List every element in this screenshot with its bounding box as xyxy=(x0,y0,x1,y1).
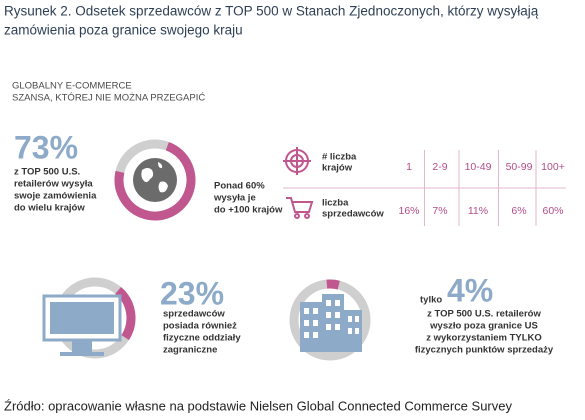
stat-text: zagraniczne xyxy=(163,345,217,356)
target-icon xyxy=(283,147,311,175)
stat-text: wyszło poza granice US xyxy=(429,321,538,332)
cell-value: 7% xyxy=(432,205,447,217)
cell-value: 6% xyxy=(511,205,526,217)
buildings-ring xyxy=(289,279,371,361)
column-label: 1 xyxy=(406,161,412,173)
stat-text: wysyła je xyxy=(213,193,256,204)
row-label: liczba xyxy=(322,198,349,209)
cell-value: 11% xyxy=(468,205,488,217)
stat-text: swoje zamówienia xyxy=(14,191,97,202)
row-label: # liczba xyxy=(322,152,357,163)
source: Źródło: opracowanie własne na podstawie … xyxy=(4,398,512,413)
stat-text: fizyczne oddziały xyxy=(163,333,241,344)
stat-text: fizycznych punktów sprzedaży xyxy=(415,345,554,356)
stat-text: Ponad 60% xyxy=(214,181,265,192)
cart-icon xyxy=(286,197,314,219)
stat-text: retailerów wysyła xyxy=(14,179,93,190)
cell-value: 16% xyxy=(398,205,419,217)
column-label: 100+ xyxy=(541,161,565,173)
title-line: zamówienia poza granice swojego kraju xyxy=(4,23,243,38)
title-line: Rysunek 2. Odsetek sprzedawców z TOP 500… xyxy=(4,4,539,19)
column-label: 10-49 xyxy=(465,161,492,173)
column-label: 50-99 xyxy=(506,161,533,173)
stat-number: 4% xyxy=(447,272,493,308)
row-label: sprzedawców xyxy=(322,209,384,220)
header-line: SZANSA, KTÓREJ NIE MOŻNA PRZEGAPIĆ xyxy=(12,93,205,104)
stat-text: z TOP 500 U.S. retailerów xyxy=(427,309,541,320)
stat-text: do +100 krajów xyxy=(214,205,283,216)
header-line: GLOBALNY E-COMMERCE xyxy=(12,81,132,92)
cell-value: 60% xyxy=(542,205,563,217)
column-label: 2-9 xyxy=(432,161,447,173)
globe-ring xyxy=(114,139,196,221)
monitor-ring xyxy=(42,277,136,359)
stat-text: z wykorzystaniem TYLKO xyxy=(426,333,542,344)
stat-number: 23% xyxy=(160,275,224,311)
stat-text: posiada również xyxy=(163,321,237,332)
stat-text: sprzedawców xyxy=(163,309,225,320)
stat-prefix: tylko xyxy=(420,295,442,306)
stat-text: do wielu krajów xyxy=(14,203,85,214)
stat-number: 73% xyxy=(14,129,78,165)
stat-text: z TOP 500 U.S. xyxy=(14,167,80,178)
row-label: krajów xyxy=(322,163,353,174)
